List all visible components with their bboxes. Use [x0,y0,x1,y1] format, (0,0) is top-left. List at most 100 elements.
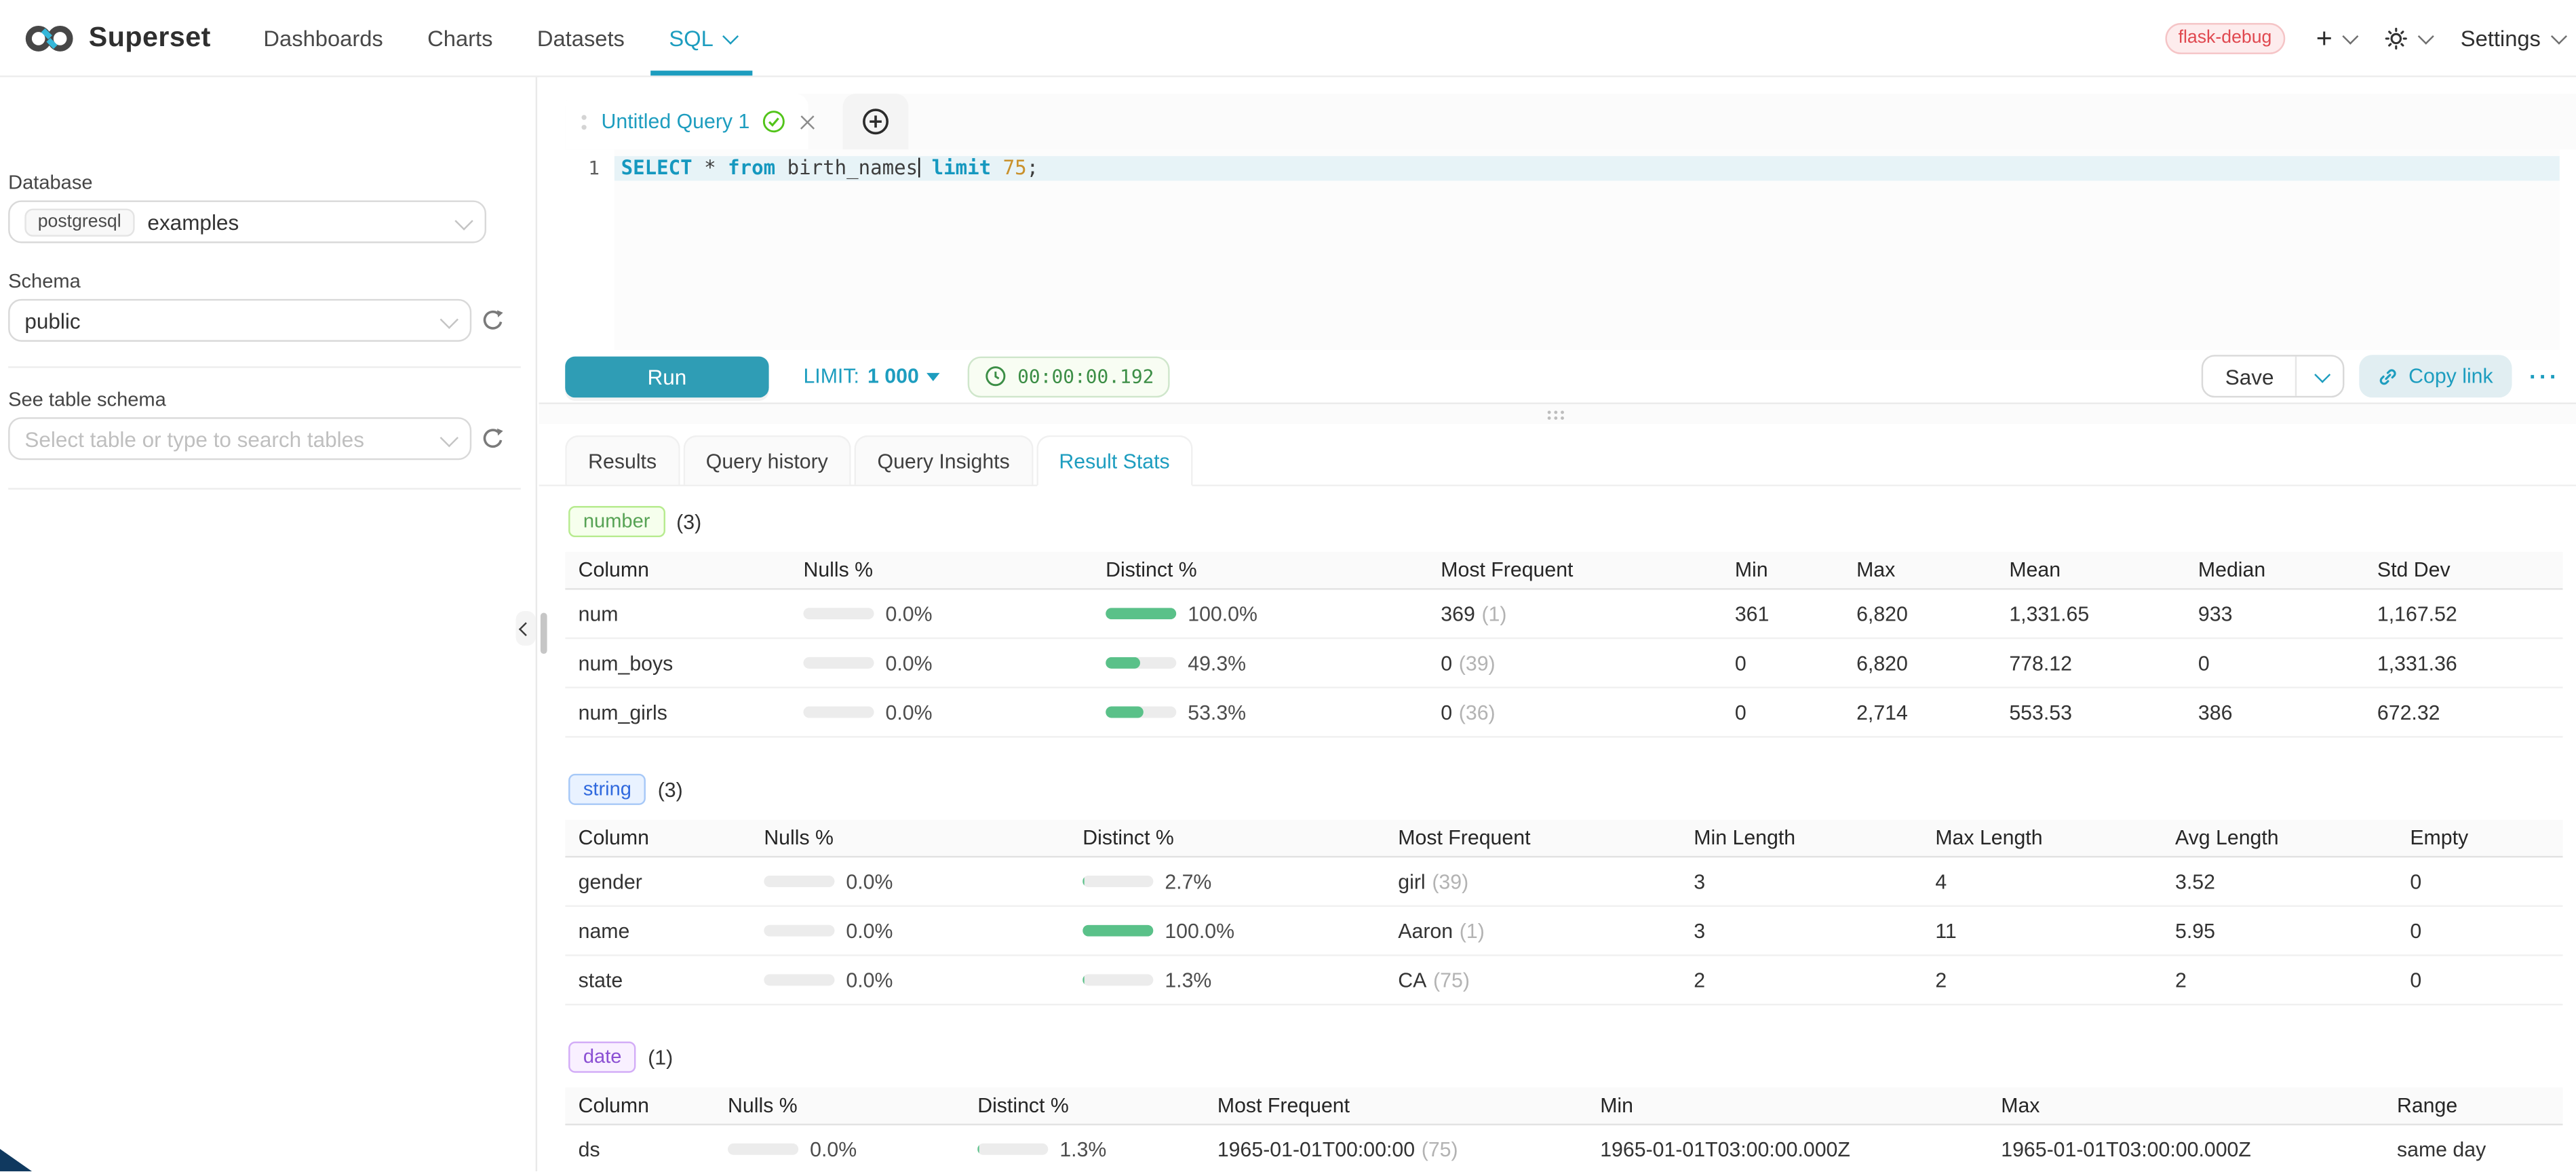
table-select[interactable]: Select table or type to search tables [8,417,471,460]
limit-label: LIMIT: [803,365,859,388]
save-button[interactable]: Save [2204,357,2295,396]
sql-code-editor[interactable]: 1 SELECT * from birth_names limit 75; [565,149,2560,350]
nulls-cell: 0.0% [751,969,1070,992]
query-tab-bar: Untitled Query 1 [565,94,2576,149]
table-header-cell: Most Frequent [1385,826,1681,849]
refresh-tables-button[interactable] [480,425,506,452]
copy-link-button[interactable]: Copy link [2359,355,2511,397]
stat-column-name: ds [565,1137,714,1160]
clock-icon [985,365,1008,388]
most-frequent-count: (39) [1459,651,1496,674]
nulls-percent: 0.0% [846,969,893,992]
run-button[interactable]: Run [565,355,768,397]
distinct-percent: 1.3% [1165,969,1211,992]
stats-section-number: number(3)ColumnNulls %Distinct %Most Fre… [565,506,2562,738]
nulls-percent: 0.0% [846,919,893,942]
distinct-bar [1106,707,1176,718]
sql-token: * [692,156,728,179]
stat-value: 1,331.65 [1996,602,2185,625]
most-frequent-count: (75) [1433,969,1470,992]
nulls-percent: 0.0% [846,870,893,893]
chevron-down-icon [2315,366,2330,381]
navbar: Superset Dashboards Charts Datasets SQL fla… [0,0,2576,77]
stat-column-name: num_girls [565,701,790,724]
stat-value: 2,714 [1843,701,1996,724]
chevron-down-icon [2343,28,2358,43]
stat-value: 6,820 [1843,602,1996,625]
table-row: num_girls0.0%53.3%0(36)02,714553.5338667… [565,688,2562,738]
nav-item-label: Charts [427,26,492,50]
table-header-cell: Max [1988,1094,2384,1117]
tab-query-insights[interactable]: Query Insights [855,435,1033,485]
nulls-bar [803,707,874,718]
caret-down-icon [927,373,940,381]
table-header-cell: Max Length [1922,826,2162,849]
stat-value: 933 [2185,602,2364,625]
editor-code-area[interactable]: SELECT * from birth_names limit 75; [614,149,2560,350]
settings-menu[interactable]: Settings [2461,26,2561,50]
column-count: (3) [676,510,701,533]
table-header-cell: Nulls % [715,1094,964,1117]
navbar-right: flask-debug + Settings [2165,22,2576,54]
nulls-cell: 0.0% [715,1137,964,1160]
distinct-percent: 2.7% [1165,870,1211,893]
result-stats-panel: number(3) ColumnNulls %Distinct %Most Fre… [565,486,2562,1172]
query-success-icon [763,110,786,133]
section-tag-row: number(3) [568,506,2563,537]
stat-value: same day [2384,1137,2563,1160]
nav-item-dashboards[interactable]: Dashboards [263,0,383,75]
most-frequent-cell: CA(75) [1385,969,1681,992]
tab-result-stats[interactable]: Result Stats [1036,435,1192,486]
nav-item-charts[interactable]: Charts [427,0,492,75]
stat-value: 3 [1681,919,1922,942]
plus-circle-icon [863,109,889,135]
table-header-cell: Empty [2397,826,2563,849]
stat-value: 778.12 [1996,651,2185,674]
nav-item-datasets[interactable]: Datasets [537,0,625,75]
nulls-bar [764,925,834,937]
table-header: ColumnNulls %Distinct %Most FrequentMinM… [565,1087,2562,1125]
database-engine-tag: postgresql [24,208,134,235]
stat-value: 1,167.52 [2364,602,2563,625]
sun-icon [2384,26,2408,50]
limit-dropdown[interactable]: LIMIT: 1 000 [803,365,940,388]
most-frequent-cell: 0(36) [1428,701,1722,724]
most-frequent-count: (75) [1422,1137,1458,1160]
tab-query-history[interactable]: Query history [683,435,851,485]
pane-resizer[interactable] [539,402,2576,425]
scrollbar-thumb[interactable] [541,612,546,654]
table-header-cell: Most Frequent [1204,1094,1586,1117]
schema-label: Schema [8,269,81,292]
stat-value: 1,331.36 [2364,651,2563,674]
nulls-percent: 0.0% [886,602,933,625]
tab-results[interactable]: Results [565,435,680,485]
stat-value: 2 [1681,969,1922,992]
table-header-cell: Most Frequent [1428,559,1722,582]
sql-token: from [728,156,775,179]
distinct-bar-fill [1082,925,1153,937]
collapse-sidebar-button[interactable] [516,611,536,646]
sidebar-divider [8,366,521,368]
table-header-cell: Distinct % [1070,826,1385,849]
limit-value: 1 000 [867,365,919,388]
distinct-percent: 53.3% [1188,701,1246,724]
refresh-schemas-button[interactable] [480,307,506,334]
more-options-button[interactable]: ··· [2529,363,2560,389]
query-tab[interactable]: Untitled Query 1 [565,94,808,149]
nulls-cell: 0.0% [790,701,1093,724]
theme-toggle[interactable] [2384,26,2429,50]
nav-item-sql[interactable]: SQL [669,0,734,75]
close-tab-icon[interactable] [800,114,815,129]
save-split-button: Save [2202,355,2345,397]
add-query-tab-button[interactable] [843,94,909,149]
distinct-percent: 100.0% [1165,919,1234,942]
schema-select[interactable]: public [8,299,471,342]
brand-title: Superset [89,21,211,54]
database-select[interactable]: postgresql examples [8,201,486,243]
new-item-button[interactable]: + [2316,24,2353,52]
table-header-cell: Max [1843,559,1996,582]
most-frequent-cell: 0(39) [1428,651,1722,674]
save-options-button[interactable] [2295,357,2343,396]
stat-column-name: name [565,919,751,942]
distinct-bar [1106,657,1176,669]
